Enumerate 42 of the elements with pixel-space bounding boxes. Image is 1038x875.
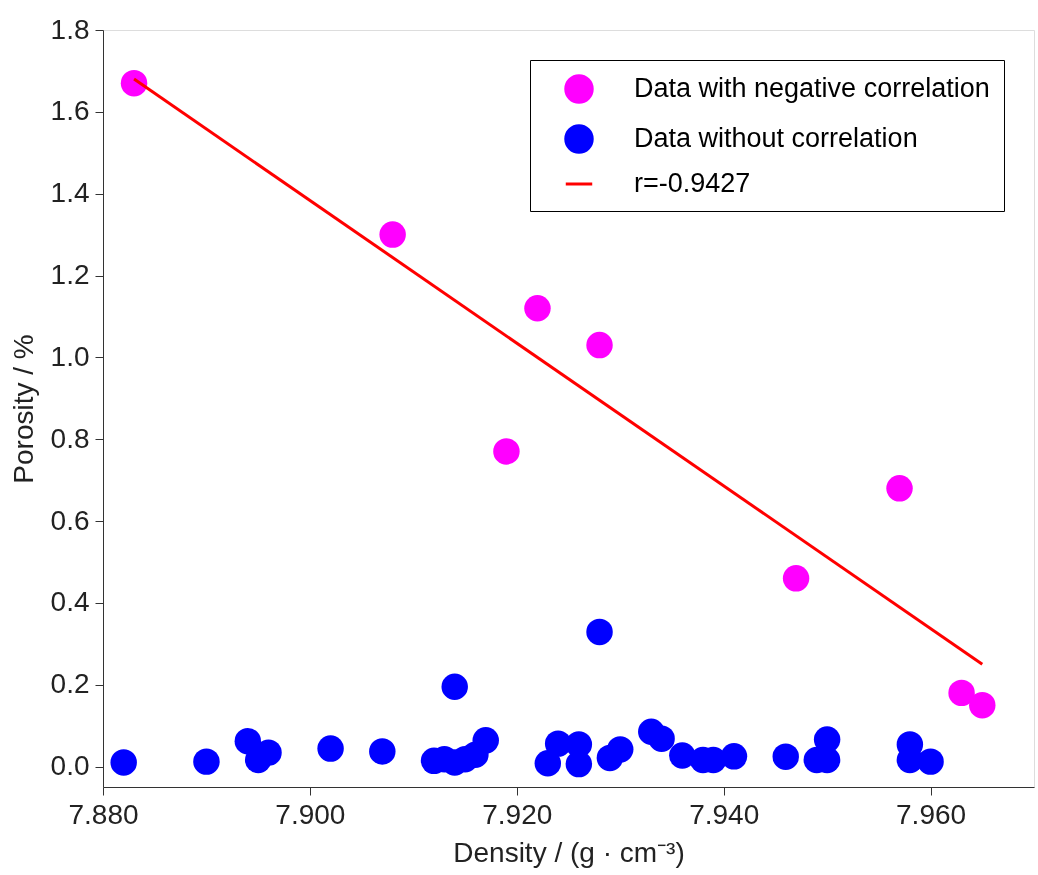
point bbox=[524, 295, 551, 322]
point bbox=[772, 743, 799, 770]
point bbox=[493, 438, 520, 465]
point bbox=[193, 748, 220, 775]
y-tick-label: 0.0 bbox=[50, 750, 90, 782]
point bbox=[120, 69, 148, 97]
y-tick-label: 0.4 bbox=[50, 586, 90, 618]
y-tick-label: 1.4 bbox=[50, 177, 90, 209]
point bbox=[472, 727, 499, 754]
point bbox=[369, 738, 396, 765]
point bbox=[586, 618, 613, 646]
y-tick-label: 0.8 bbox=[50, 422, 90, 454]
y-axis-title: Porosity / % bbox=[7, 334, 39, 484]
point bbox=[782, 565, 810, 592]
point bbox=[586, 331, 613, 359]
y-tick-label: 1.0 bbox=[50, 340, 90, 372]
point bbox=[948, 679, 975, 707]
y-tick-label: 0.6 bbox=[50, 504, 90, 536]
point bbox=[110, 749, 137, 776]
x-tick-label: 7.900 bbox=[275, 798, 346, 830]
point bbox=[534, 750, 562, 777]
legend-label: Data without correlation bbox=[634, 123, 918, 153]
y-tick-label: 1.6 bbox=[50, 95, 90, 127]
point bbox=[606, 736, 634, 763]
x-tick-label: 7.960 bbox=[896, 798, 967, 830]
point bbox=[969, 691, 996, 719]
y-tick-label: 0.2 bbox=[50, 668, 90, 700]
x-tick-label: 7.920 bbox=[482, 798, 553, 830]
point bbox=[917, 748, 944, 775]
legend-label: r=-0.9427 bbox=[634, 168, 751, 198]
y-tick-label: 1.2 bbox=[50, 259, 90, 291]
point bbox=[379, 221, 406, 248]
y-tick-label: 1.8 bbox=[50, 13, 90, 45]
point bbox=[441, 673, 468, 700]
legend-label: Data with negative correlation bbox=[634, 73, 990, 103]
point bbox=[648, 725, 675, 752]
x-axis-title: Density / (g · cm⁻³) bbox=[453, 836, 685, 868]
x-tick-label: 7.940 bbox=[689, 798, 760, 830]
point bbox=[720, 743, 748, 770]
x-tick-label: 7.880 bbox=[68, 798, 139, 830]
point bbox=[886, 475, 913, 502]
point bbox=[317, 735, 344, 762]
